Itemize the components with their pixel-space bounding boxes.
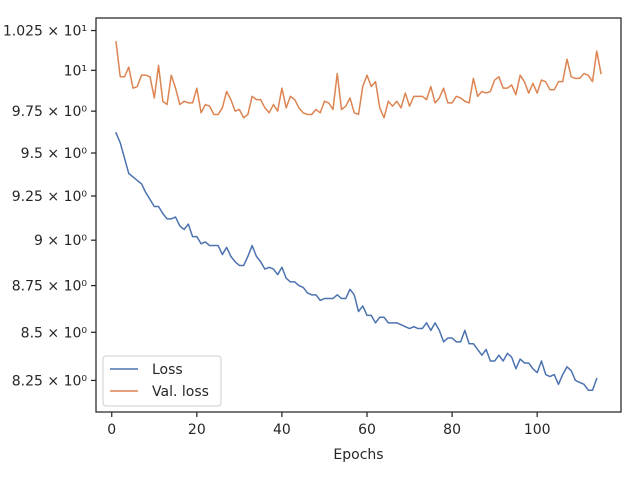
x-tick-label: 20 xyxy=(188,422,206,438)
x-tick-label: 0 xyxy=(107,422,116,438)
x-tick-label: 60 xyxy=(358,422,376,438)
y-tick-label: 9.5 × 10⁰ xyxy=(21,146,88,162)
x-axis-label: Epochs xyxy=(333,447,383,463)
y-tick-label: 10¹ xyxy=(64,63,87,79)
x-axis: 0 20 40 60 80 100 xyxy=(107,412,551,438)
y-tick-label: 9 × 10⁰ xyxy=(34,233,87,249)
y-tick-label: 8.5 × 10⁰ xyxy=(21,325,88,341)
series-line-loss xyxy=(115,132,598,391)
legend-label-val-loss: Val. loss xyxy=(152,384,209,400)
x-tick-label: 40 xyxy=(273,422,291,438)
legend-label-loss: Loss xyxy=(152,362,183,378)
x-tick-label: 100 xyxy=(524,422,551,438)
y-tick-label: 9.75 × 10⁰ xyxy=(12,104,88,120)
legend: Loss Val. loss xyxy=(102,355,222,407)
series-layer xyxy=(115,40,602,391)
y-tick-label: 1.025 × 10¹ xyxy=(3,24,87,40)
y-axis: 8.25 × 10⁰ 8.5 × 10⁰ 8.75 × 10⁰ 9 × 10⁰ 9.25… xyxy=(3,24,96,389)
plot-frame xyxy=(95,17,622,413)
y-tick-label: 8.75 × 10⁰ xyxy=(12,279,88,295)
x-tick-label: 80 xyxy=(443,422,461,438)
y-tick-label: 8.25 × 10⁰ xyxy=(12,373,88,389)
y-tick-label: 9.25 × 10⁰ xyxy=(12,189,88,205)
series-line-val-loss xyxy=(115,40,602,119)
